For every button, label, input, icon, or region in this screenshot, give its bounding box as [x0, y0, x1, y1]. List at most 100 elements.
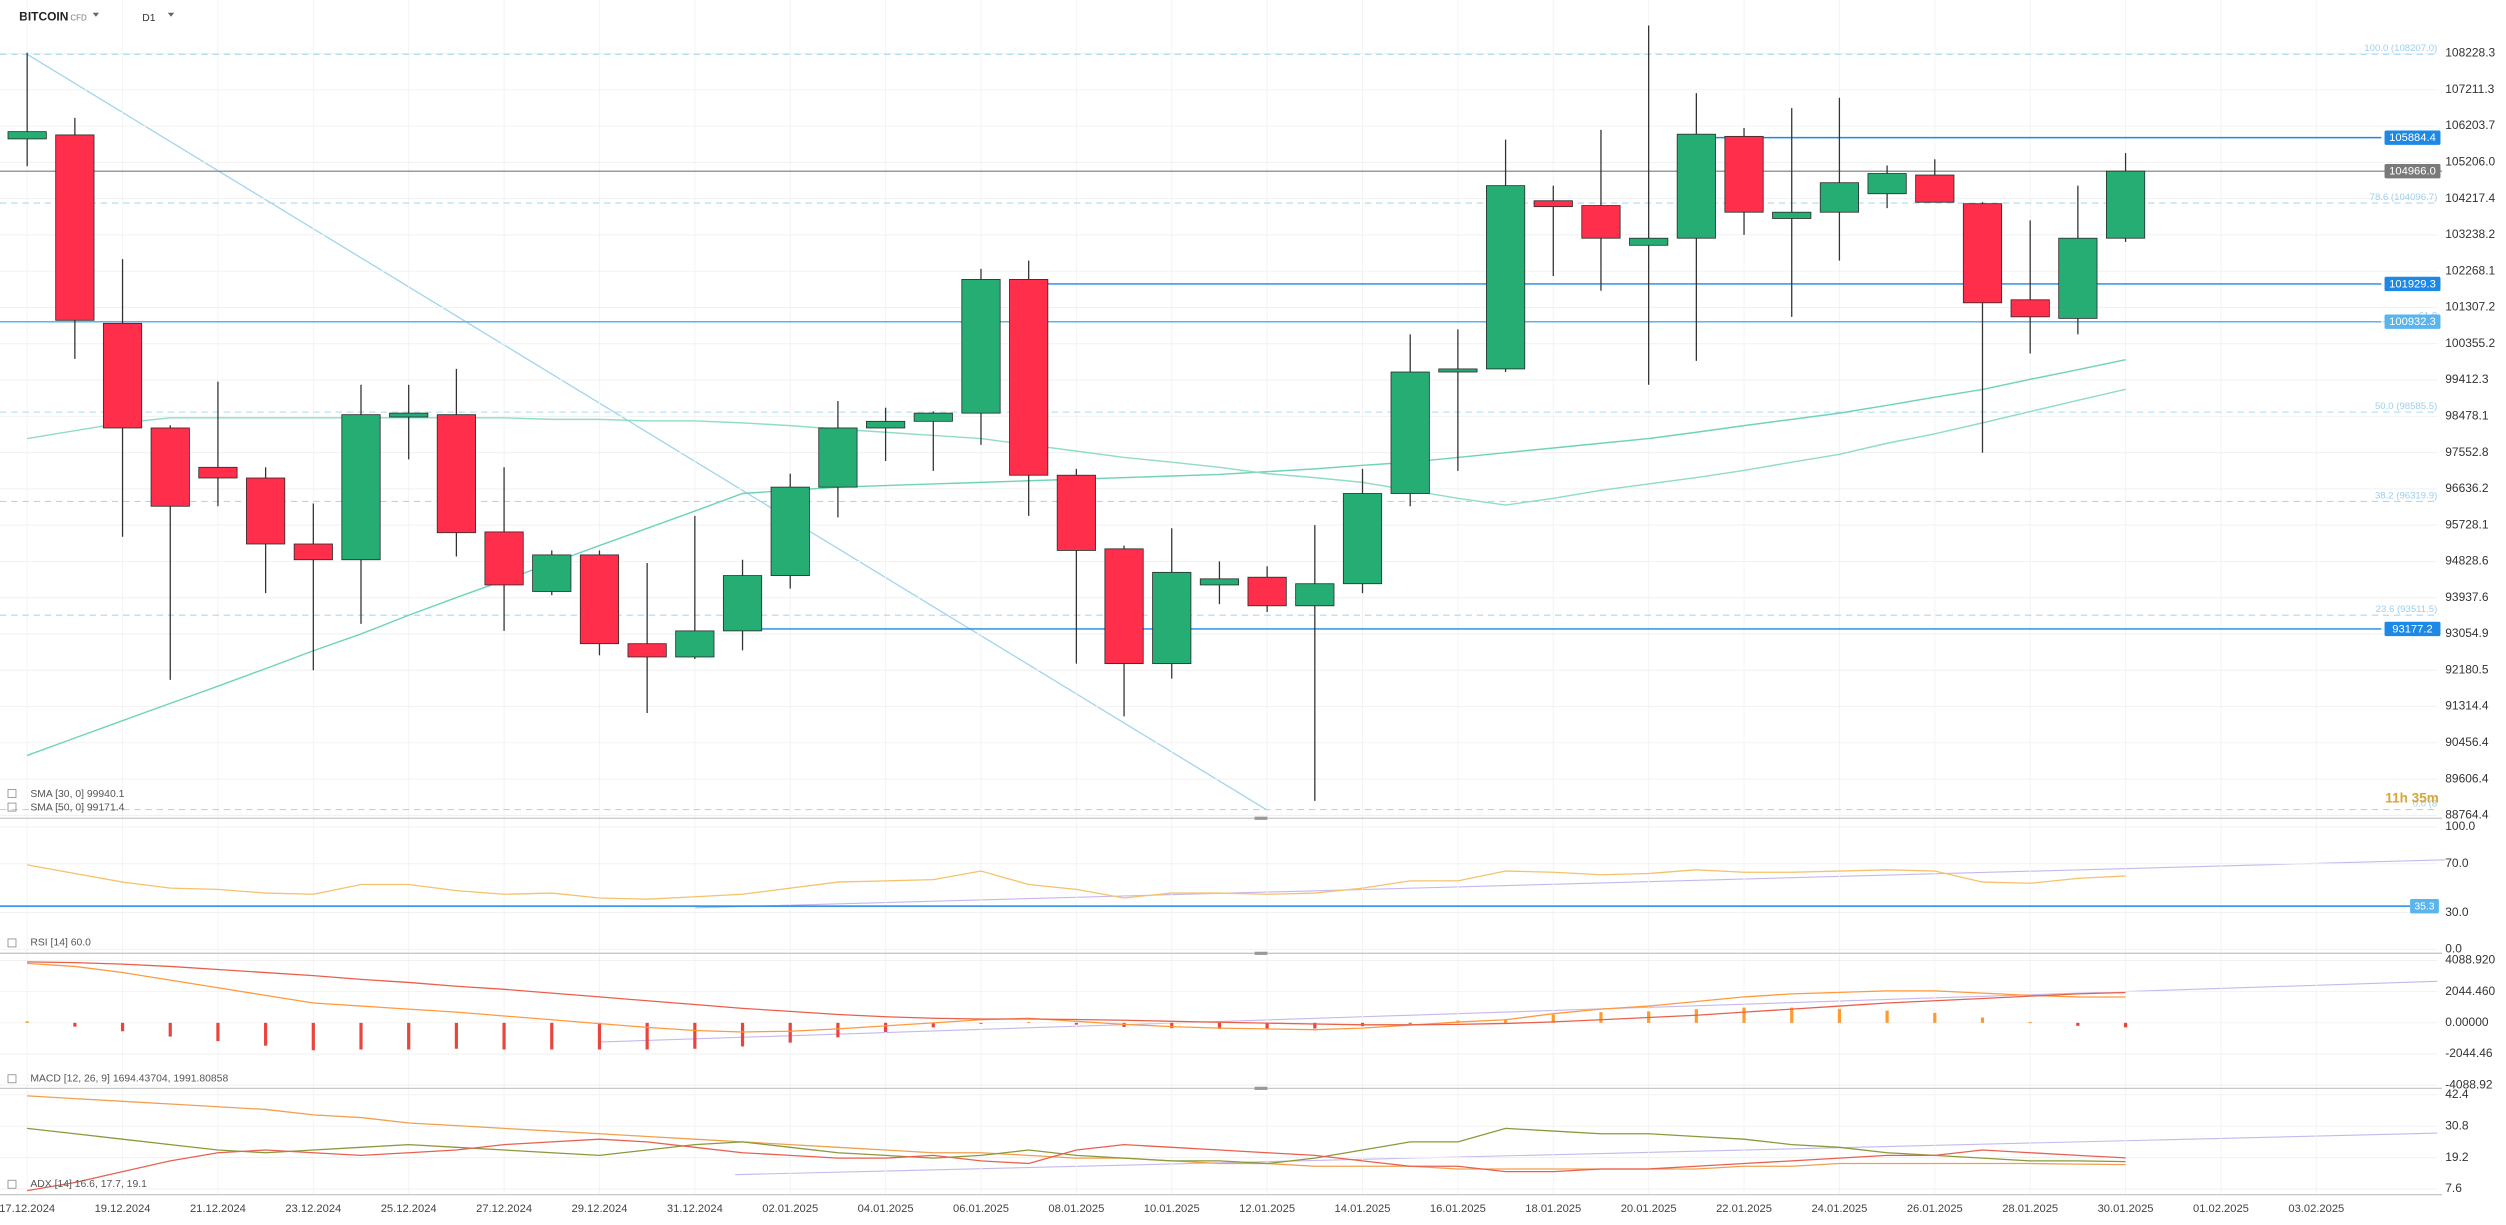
y-tick-label: 100355.2 — [2445, 336, 2495, 350]
price-label: 104966.0 — [2389, 166, 2436, 178]
indicator-line — [27, 961, 2126, 1026]
y-tick-label: 89606.4 — [2445, 771, 2489, 785]
candle-body — [2105, 170, 2146, 239]
legend-icon — [7, 938, 17, 948]
histogram-bar — [1980, 1017, 1985, 1023]
candle-body — [818, 427, 858, 488]
symbol-dropdown[interactable] — [92, 12, 100, 17]
y-tick-label: 93937.6 — [2445, 590, 2489, 604]
histogram-bar — [1313, 1022, 1317, 1029]
legend-icon — [7, 802, 17, 812]
x-tick-label: 31.12.2024 — [667, 1203, 723, 1215]
histogram-bar — [168, 1022, 172, 1037]
candle-body — [532, 554, 572, 592]
indicator-legend: ADX [14] 16.6, 17.7, 19.1 — [30, 1179, 147, 1190]
histogram-bar — [1217, 1022, 1222, 1029]
timeframe[interactable]: D1 — [142, 13, 155, 24]
indicator-line — [27, 962, 2126, 1033]
candle-body — [2058, 237, 2098, 319]
y-tick-label: 0.00000 — [2445, 1015, 2489, 1029]
histogram-bar — [1885, 1010, 1889, 1023]
candle-body — [961, 278, 1001, 414]
y-tick-label: 103238.2 — [2445, 227, 2495, 241]
fib-level-label: 0.0 (8 — [2413, 798, 2438, 809]
x-tick-label: 21.12.2024 — [190, 1203, 246, 1215]
x-tick-label: 18.01.2025 — [1525, 1203, 1581, 1215]
x-tick-label: 19.12.2024 — [95, 1203, 151, 1215]
price-label-box — [2384, 621, 2441, 637]
y-tick-label: 92180.5 — [2445, 662, 2489, 676]
candle-body — [293, 543, 333, 561]
y-tick-label: 96636.2 — [2445, 481, 2489, 495]
candle-body — [1772, 211, 1812, 219]
panel-resize-handle[interactable] — [1254, 951, 1268, 955]
histogram-bar — [1265, 1022, 1269, 1029]
y-tick-label: 102268.1 — [2445, 263, 2495, 277]
candle-body — [627, 643, 667, 658]
fib-level-label: 23.6 (93511.5) — [2376, 604, 2438, 615]
y-tick-label: 95728.1 — [2445, 517, 2489, 531]
histogram-bar — [1790, 1007, 1794, 1023]
indicator-line — [27, 1138, 2126, 1192]
x-tick-label: 22.01.2025 — [1716, 1203, 1772, 1215]
y-tick-label: -2044.46 — [2445, 1046, 2493, 1060]
candle-body — [484, 531, 524, 586]
x-tick-label: 16.01.2025 — [1430, 1203, 1486, 1215]
histogram-bar — [454, 1022, 458, 1049]
x-tick-label: 17.12.2024 — [0, 1203, 55, 1215]
y-tick-label: 98478.1 — [2445, 408, 2489, 422]
panel-resize-handle[interactable] — [1254, 1086, 1268, 1090]
y-tick-label: 104217.4 — [2445, 191, 2495, 205]
y-tick-label: 19.2 — [2445, 1150, 2469, 1164]
level-label-box — [2410, 898, 2439, 914]
x-tick-label: 27.12.2024 — [476, 1203, 532, 1215]
timeframe-dropdown[interactable] — [167, 12, 175, 17]
candle-body — [579, 554, 620, 645]
price-label-box — [2384, 130, 2441, 145]
histogram-bar — [740, 1022, 745, 1047]
price-label: 105884.4 — [2389, 132, 2436, 144]
price-label-box — [2384, 163, 2441, 179]
y-tick-label: 105206.0 — [2445, 155, 2495, 169]
histogram-bar — [1599, 1012, 1603, 1023]
indicator-line — [27, 1095, 2126, 1170]
x-tick-label: 24.01.2025 — [1811, 1203, 1867, 1215]
candle-body — [866, 420, 906, 429]
candle-body — [2010, 299, 2050, 318]
histogram-bar — [73, 1022, 77, 1027]
y-tick-label: 30.8 — [2445, 1118, 2469, 1132]
indicator-legend: RSI [14] 60.0 — [30, 938, 91, 949]
x-tick-label: 29.12.2024 — [571, 1203, 627, 1215]
candle-body — [1486, 185, 1526, 370]
y-tick-label: 70.0 — [2445, 856, 2469, 870]
histogram-bar — [264, 1022, 268, 1046]
legend-icon — [7, 1179, 17, 1189]
candle-body — [1247, 576, 1287, 607]
histogram-bar — [1742, 1007, 1746, 1023]
histogram-bar — [1027, 1022, 1031, 1024]
candle-body — [913, 412, 953, 422]
histogram-bar — [645, 1022, 649, 1050]
fib-level-label: 78.6 (104096.7) — [2370, 192, 2438, 203]
panel-resize-handle[interactable] — [1254, 816, 1268, 820]
candle-body — [675, 630, 715, 658]
candle-body — [55, 134, 95, 321]
candle-body — [1342, 493, 1383, 585]
candle-body — [7, 131, 47, 140]
histogram-bar — [1694, 1009, 1698, 1023]
symbol[interactable]: BITCOIN — [19, 10, 68, 24]
candle-body — [198, 466, 238, 479]
y-tick-label: 93054.9 — [2445, 626, 2489, 640]
legend-icon — [7, 789, 17, 798]
y-tick-label: 108228.3 — [2445, 46, 2495, 60]
x-tick-label: 14.01.2025 — [1335, 1203, 1391, 1215]
y-tick-label: -4088.92 — [2445, 1077, 2493, 1091]
candle-timer: 11h 35m — [2385, 791, 2439, 806]
price-label-box — [2384, 276, 2441, 292]
x-tick-label: 26.01.2025 — [1907, 1203, 1963, 1215]
x-tick-label: 02.01.2025 — [762, 1203, 818, 1215]
x-tick-label: 10.01.2025 — [1144, 1203, 1200, 1215]
trend-line — [26, 53, 1268, 811]
